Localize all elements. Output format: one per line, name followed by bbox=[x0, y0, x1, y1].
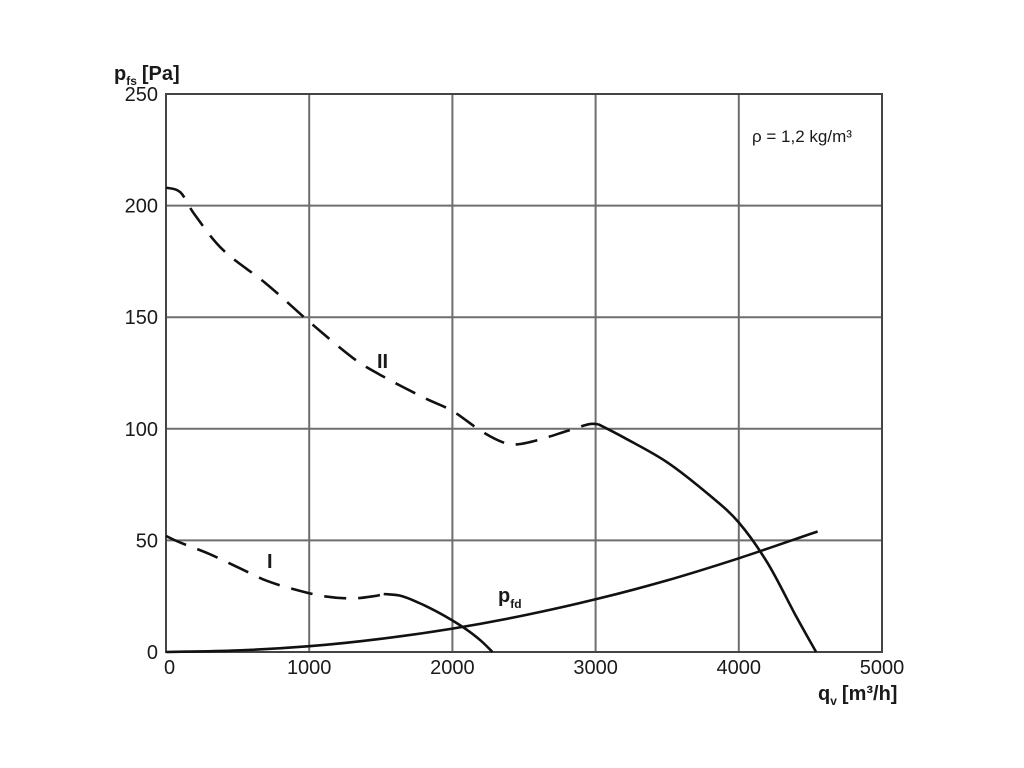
density-annotation: ρ = 1,2 kg/m³ bbox=[752, 127, 852, 146]
x-tick-label: 3000 bbox=[573, 657, 618, 679]
y-tick-label: 150 bbox=[125, 307, 158, 329]
x-tick-labels: 0 1000 2000 3000 4000 5000 bbox=[164, 657, 904, 679]
curve-label-I: I bbox=[267, 551, 273, 573]
grid bbox=[165, 93, 883, 653]
y-tick-labels: 0 50 100 150 200 250 bbox=[125, 84, 158, 664]
series-3-solid-line bbox=[165, 530, 819, 654]
x-tick-label: 5000 bbox=[860, 657, 905, 679]
x-tick-label: 2000 bbox=[430, 657, 475, 679]
x-tick-label: 4000 bbox=[717, 657, 762, 679]
curve-label-pfd: pfd bbox=[498, 585, 522, 611]
series-1-dashed-line bbox=[165, 534, 384, 600]
x-axis-title: qv [m³/h] bbox=[818, 683, 897, 708]
y-tick-label: 100 bbox=[125, 419, 158, 441]
series-1-solid-line bbox=[383, 592, 494, 653]
curve-label-II: II bbox=[377, 351, 388, 373]
series-2-solid-line bbox=[597, 423, 818, 653]
plot-frame bbox=[165, 93, 883, 653]
y-tick-label: 200 bbox=[125, 196, 158, 218]
y-tick-label: 50 bbox=[136, 530, 158, 552]
x-tick-label: 0 bbox=[164, 657, 175, 679]
series-2-dashed-line bbox=[165, 186, 599, 446]
curves bbox=[165, 186, 819, 654]
y-tick-label: 250 bbox=[125, 84, 158, 106]
x-tick-label: 1000 bbox=[287, 657, 332, 679]
y-axis-title: pfs [Pa] bbox=[114, 63, 180, 88]
y-tick-label: 0 bbox=[147, 642, 158, 664]
